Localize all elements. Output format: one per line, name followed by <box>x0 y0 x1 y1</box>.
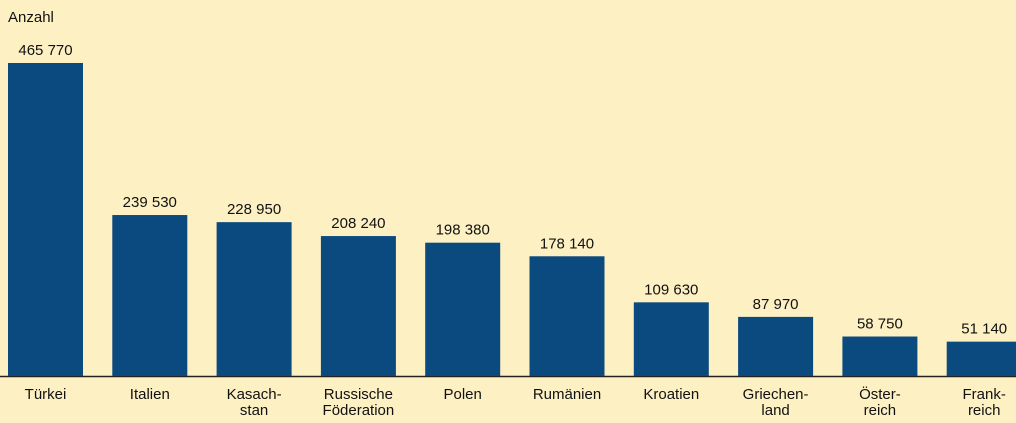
bar <box>529 256 605 376</box>
bar <box>320 236 396 376</box>
value-label: 198 380 <box>436 222 490 239</box>
x-tick-label: Italien <box>130 386 170 403</box>
x-tick-label: Öster-reich <box>859 385 901 419</box>
value-label: 87 970 <box>753 296 799 313</box>
x-tick-label: Russische Föderation <box>323 386 395 419</box>
bar <box>842 336 918 376</box>
bar <box>216 222 292 376</box>
x-tick-label: Kroatien <box>643 386 699 403</box>
bar <box>112 215 188 376</box>
x-tick-label: Kasach-stan <box>227 386 282 419</box>
value-label: 228 950 <box>227 201 281 218</box>
x-tick-label: Frank-reich <box>963 386 1006 419</box>
x-tick-label: Türkei <box>25 386 67 403</box>
bar <box>425 242 501 376</box>
x-tick-label: Polen <box>444 386 482 403</box>
x-tick-label: Griechen-land <box>743 386 809 419</box>
value-label: 239 530 <box>123 194 177 211</box>
value-label: 109 630 <box>644 281 698 298</box>
value-label: 58 750 <box>857 316 903 333</box>
value-label: 208 240 <box>331 215 385 232</box>
bar <box>8 63 83 376</box>
x-tick-label: Rumänien <box>533 386 601 403</box>
value-label: 178 140 <box>540 235 594 252</box>
bar <box>738 316 814 376</box>
bar <box>633 302 709 376</box>
value-label: 51 140 <box>961 321 1007 338</box>
y-axis-label: Anzahl <box>8 9 54 26</box>
value-label: 465 770 <box>18 42 72 59</box>
bar <box>946 341 1016 376</box>
